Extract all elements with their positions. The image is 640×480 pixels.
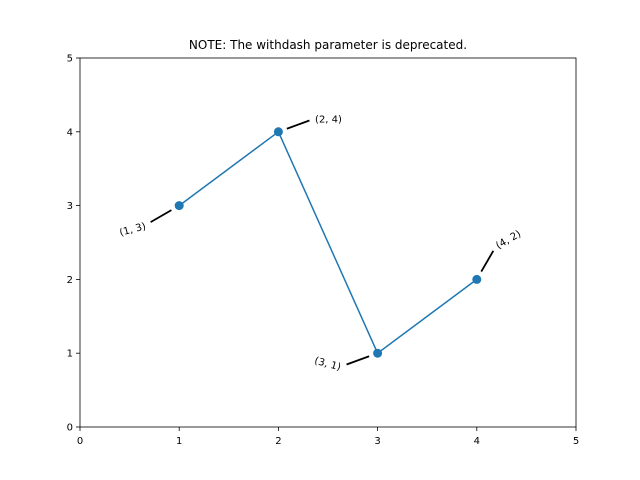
x-tick-label: 1	[176, 436, 182, 447]
data-point	[373, 348, 383, 358]
annotation-dash	[150, 209, 172, 223]
x-tick-label: 4	[474, 436, 480, 447]
y-tick-label: 4	[67, 127, 73, 138]
annotation-dash	[346, 355, 370, 366]
axes-frame	[79, 57, 577, 428]
data-point	[273, 127, 283, 137]
x-tick-label: 5	[573, 436, 579, 447]
y-tick-label: 3	[67, 201, 73, 212]
data-point	[472, 274, 482, 284]
chart-title: NOTE: The withdash parameter is deprecat…	[189, 38, 467, 52]
data-point	[174, 201, 184, 211]
y-tick-label: 5	[67, 54, 73, 65]
annotation-dash	[286, 119, 310, 130]
y-tick-label: 2	[67, 275, 73, 286]
x-tick-label: 0	[77, 436, 83, 447]
y-tick-label: 0	[67, 423, 73, 434]
annotation-dash	[480, 250, 495, 273]
x-tick-label: 2	[275, 436, 281, 447]
annotation-label: (2, 4)	[315, 114, 342, 125]
series-line	[178, 131, 478, 354]
y-tick-label: 1	[67, 349, 73, 360]
x-tick-label: 3	[374, 436, 380, 447]
